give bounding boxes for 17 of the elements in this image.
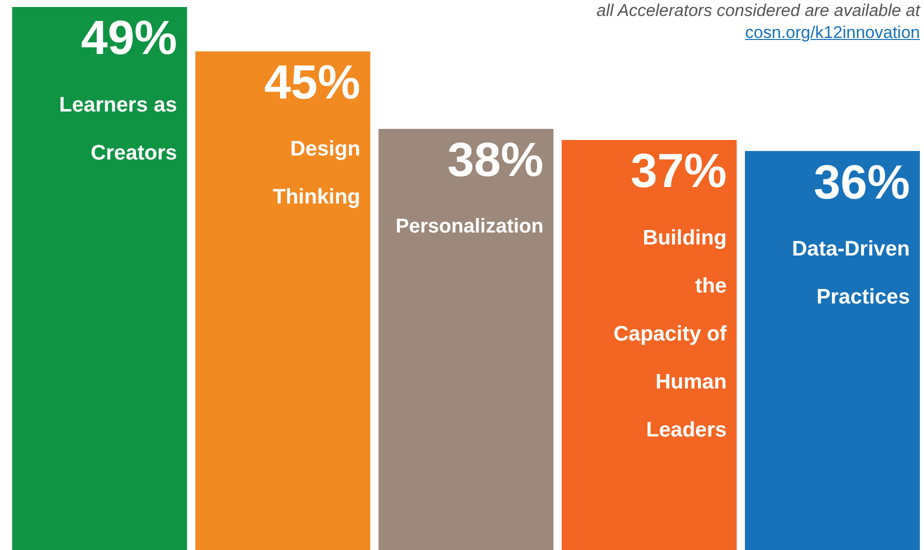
bar bbox=[195, 51, 370, 550]
data-label: 38% bbox=[447, 134, 544, 188]
data-label: 36% bbox=[814, 156, 910, 210]
x-tick-label: Design Thinking bbox=[272, 138, 360, 209]
bar bbox=[744, 151, 920, 550]
annotation: cosn.org/k12innovation bbox=[744, 22, 920, 44]
x-tick-label: Building the Capacity of Human Leaders bbox=[613, 226, 728, 442]
x-tick-label: Data-Driven Practices bbox=[792, 237, 910, 308]
x-tick-label: Personalization bbox=[396, 215, 544, 238]
data-label: 37% bbox=[630, 145, 727, 198]
annotation: all Accelerators considered are available at bbox=[596, 0, 920, 22]
data-label: 45% bbox=[264, 56, 360, 110]
data-label: 49% bbox=[81, 12, 178, 66]
bar bbox=[562, 140, 737, 550]
x-tick-label: Learners as Creators bbox=[59, 93, 178, 164]
bar bbox=[378, 128, 554, 550]
bar bbox=[12, 7, 188, 550]
